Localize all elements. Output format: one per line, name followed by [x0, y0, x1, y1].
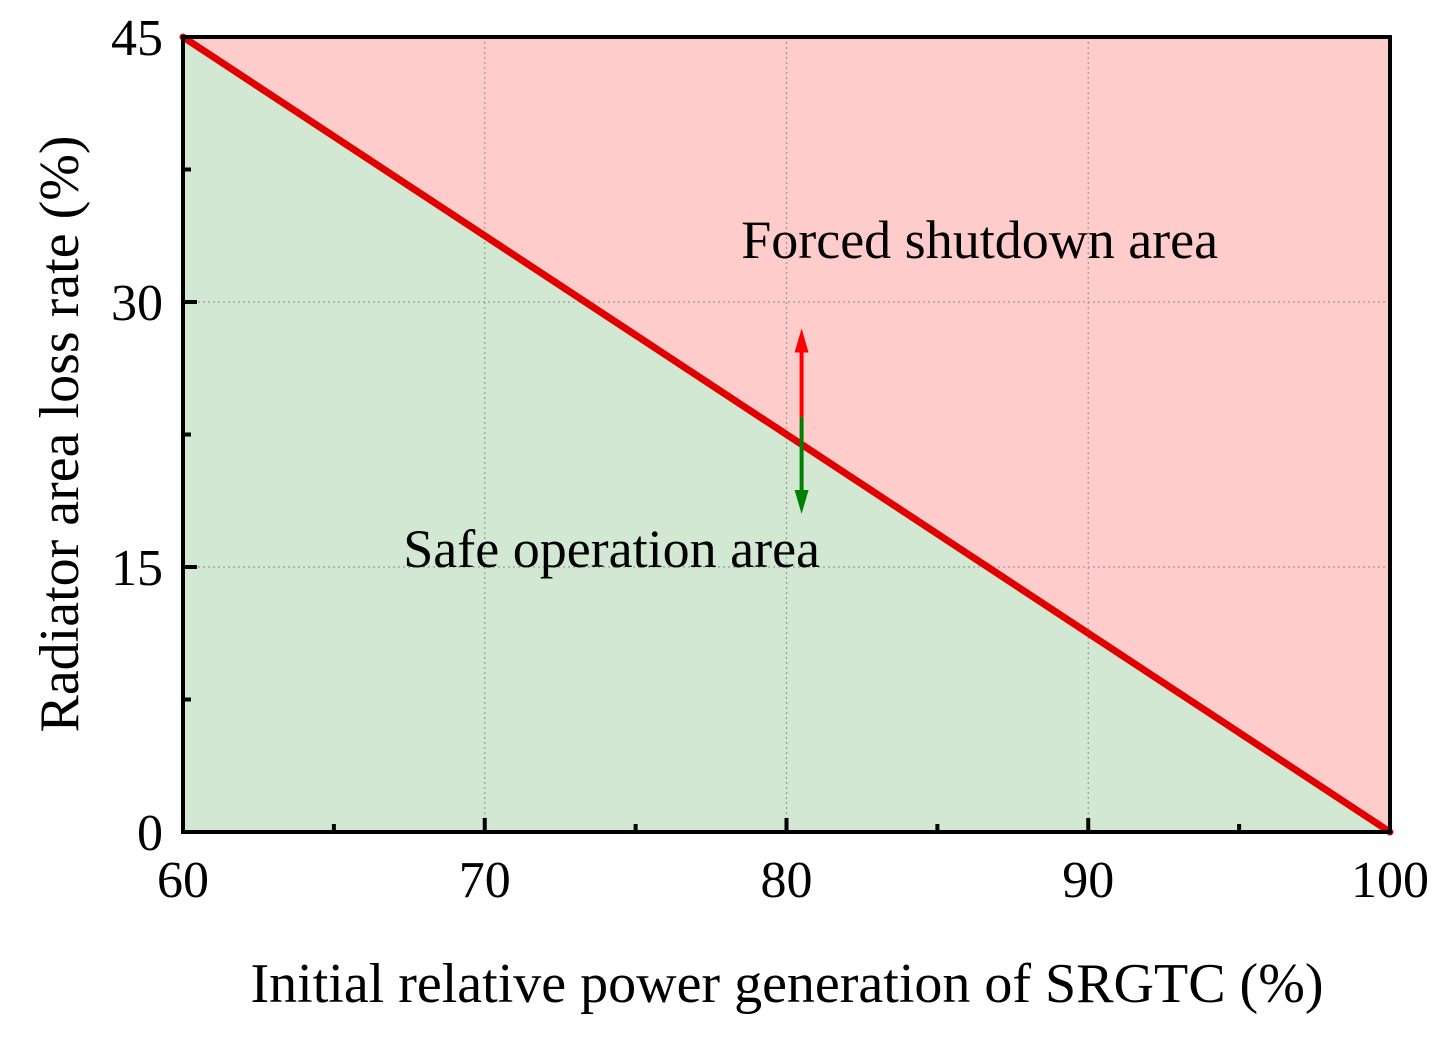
y-tick-label: 0: [137, 805, 163, 862]
boundary-line: [179, 33, 1394, 836]
x-tick-label: 80: [761, 852, 813, 909]
region-annotation: Forced shutdown area: [741, 210, 1218, 270]
y-tick-label: 45: [111, 10, 163, 67]
x-tick-label: 70: [459, 852, 511, 909]
down-arrow-head: [794, 490, 809, 514]
region-annotation: Safe operation area: [403, 519, 820, 579]
x-tick-label: 100: [1351, 852, 1429, 909]
up-arrow-head: [794, 328, 809, 353]
x-tick-label: 90: [1062, 852, 1114, 909]
y-axis-title: Radiator area loss rate (%): [29, 135, 91, 732]
y-tick-label: 30: [111, 275, 163, 332]
y-tick-label: 15: [111, 540, 163, 597]
x-tick-label: 60: [157, 852, 209, 909]
x-axis-title: Initial relative power generation of SRG…: [251, 953, 1324, 1015]
